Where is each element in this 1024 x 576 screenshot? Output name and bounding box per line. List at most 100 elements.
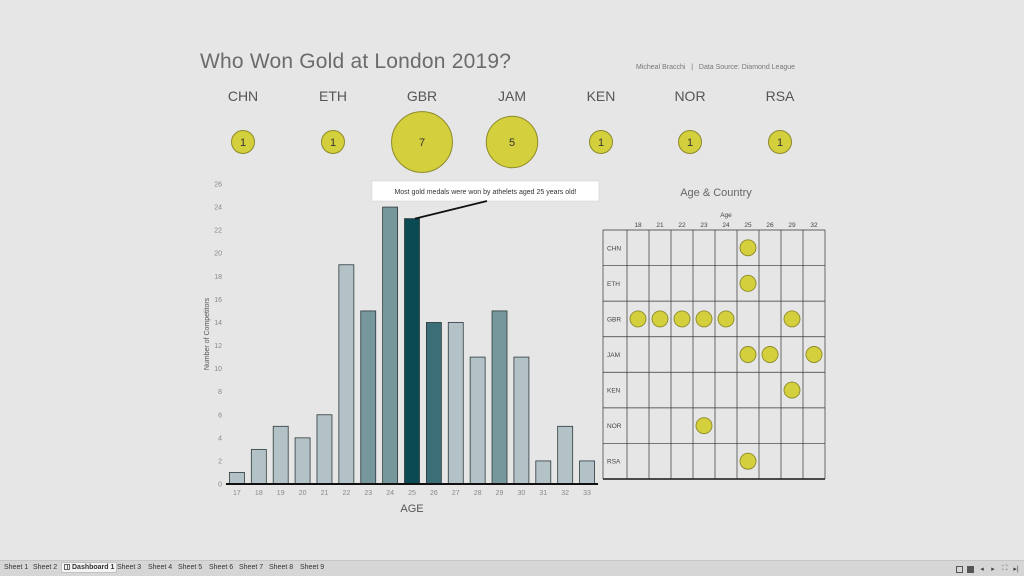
matrix-point-ken-29[interactable] [783, 381, 801, 399]
medal-count-nor: 1 [687, 137, 693, 149]
y-axis-title: Number of Competitors [204, 297, 211, 370]
matrix-col-label: 26 [766, 222, 774, 229]
x-tick-label: 27 [452, 490, 460, 497]
x-tick-label: 24 [386, 490, 394, 497]
y-tick-label: 14 [214, 320, 222, 327]
tab-sheet-7[interactable]: Sheet 7 [237, 563, 265, 572]
medal-bubble-rsa[interactable] [768, 130, 792, 154]
matrix-point-jam-25[interactable] [739, 346, 757, 363]
bar-age-17[interactable] [229, 472, 245, 485]
matrix-col-label: 29 [788, 222, 796, 229]
x-tick-label: 29 [496, 490, 504, 497]
medal-bubble-ken[interactable] [589, 130, 613, 154]
matrix-point-chn-25[interactable] [739, 239, 757, 257]
matrix-point-nor-23[interactable] [695, 417, 713, 435]
medal-bubble-gbr[interactable] [391, 111, 453, 173]
tab-sheet-4[interactable]: Sheet 4 [146, 563, 174, 572]
matrix-row-label: KEN [607, 388, 621, 395]
medal-count-ken: 1 [598, 137, 604, 149]
x-tick-label: 28 [474, 490, 482, 497]
matrix-col-label: 24 [722, 222, 730, 229]
y-tick-label: 8 [218, 389, 222, 396]
x-tick-label: 26 [430, 490, 438, 497]
x-tick-label: 18 [255, 490, 263, 497]
bar-age-29[interactable] [491, 310, 508, 485]
next-page-icon[interactable]: ▸ [991, 566, 995, 573]
bar-age-23[interactable] [360, 310, 377, 485]
fullscreen-icon[interactable]: ⛶ [1002, 565, 1008, 572]
matrix-point-gbr-29[interactable] [783, 310, 801, 328]
matrix-row-label: JAM [607, 352, 620, 359]
tab-sheet-3[interactable]: Sheet 3 [115, 563, 143, 572]
bar-age-20[interactable] [294, 437, 311, 485]
matrix-col-label: 23 [700, 222, 708, 229]
previous-page-icon[interactable]: ◂ [980, 566, 984, 573]
bar-age-24[interactable] [382, 206, 399, 485]
matrix-col-label: 18 [634, 222, 642, 229]
y-tick-label: 10 [214, 366, 222, 373]
country-label-gbr: GBR [407, 88, 437, 104]
medal-count-chn: 1 [240, 137, 246, 149]
country-label-nor: NOR [674, 88, 705, 104]
y-tick-label: 4 [218, 435, 222, 442]
country-medal-row: CHN 1 ETH 1 GBR 7 JAM 5 KEN 1 NOR 1 RSA 1 [228, 88, 795, 173]
x-tick-label: 31 [539, 490, 547, 497]
grid-view-icon[interactable] [956, 566, 963, 573]
tab-sheet-8[interactable]: Sheet 8 [267, 563, 295, 572]
tab-sheet-5[interactable]: Sheet 5 [176, 563, 204, 572]
x-tick-label: 19 [277, 490, 285, 497]
x-tick-label: 25 [408, 490, 416, 497]
bar-age-19[interactable] [272, 425, 289, 485]
matrix-row-label: CHN [607, 245, 621, 252]
sheet-tab-bar: Sheet 1 Sheet 2 Dashboard 1 Sheet 3 Sheet 4 S… [0, 560, 1024, 576]
bar-age-22[interactable] [338, 264, 355, 485]
filmstrip-view-icon[interactable] [967, 566, 974, 573]
bar-age-26[interactable] [425, 322, 442, 485]
last-page-icon[interactable]: ▸| [1013, 566, 1019, 573]
y-tick-label: 18 [214, 274, 222, 281]
x-tick-label: 20 [299, 490, 307, 497]
tab-sheet-9[interactable]: Sheet 9 [298, 563, 326, 572]
y-tick-label: 6 [218, 412, 222, 419]
medal-bubble-eth[interactable] [321, 130, 345, 154]
matrix-point-gbr-22[interactable] [673, 310, 691, 328]
matrix-point-rsa-25[interactable] [739, 452, 757, 470]
tab-label: Sheet 5 [178, 564, 203, 571]
medal-bubble-chn[interactable] [231, 130, 255, 154]
tab-label: Sheet 6 [209, 564, 234, 571]
matrix-point-eth-25[interactable] [739, 274, 757, 292]
matrix-point-gbr-23[interactable] [695, 310, 713, 328]
medal-bubble-nor[interactable] [678, 130, 702, 154]
matrix-col-label: 32 [810, 222, 818, 229]
matrix-point-gbr-18[interactable] [629, 310, 647, 328]
y-tick-label: 24 [214, 205, 222, 212]
matrix-point-jam-26[interactable] [761, 346, 779, 363]
matrix-point-jam-32[interactable] [805, 346, 823, 363]
bar-age-21[interactable] [316, 414, 333, 485]
x-tick-label: 32 [561, 490, 569, 497]
bar-age-33[interactable] [579, 460, 595, 485]
bar-age-31[interactable] [535, 460, 552, 485]
matrix-point-gbr-21[interactable] [651, 310, 669, 328]
matrix-row-label: NOR [607, 423, 622, 430]
country-label-eth: ETH [319, 88, 347, 104]
tab-sheet-2[interactable]: Sheet 2 [31, 563, 59, 572]
tab-sheet-6[interactable]: Sheet 6 [207, 563, 235, 572]
bar-age-27[interactable] [447, 322, 464, 485]
tab-dashboard-1[interactable]: Dashboard 1 [61, 562, 118, 573]
y-tick-label: 26 [214, 182, 222, 189]
tab-label: Sheet 8 [269, 564, 294, 571]
y-tick-label: 12 [214, 343, 222, 350]
bar-age-32[interactable] [557, 425, 574, 485]
matrix-point-gbr-24[interactable] [717, 310, 735, 328]
bar-age-28[interactable] [469, 356, 486, 485]
tab-label: Sheet 9 [300, 564, 325, 571]
tab-sheet-1[interactable]: Sheet 1 [2, 563, 30, 572]
medal-bubble-jam[interactable] [485, 115, 539, 169]
medal-count-gbr: 7 [419, 137, 425, 149]
bar-age-30[interactable] [513, 356, 530, 485]
bar-age-18[interactable] [250, 448, 267, 485]
bar-age-25[interactable] [404, 218, 420, 485]
country-label-ken: KEN [587, 88, 616, 104]
country-label-jam: JAM [498, 88, 526, 104]
